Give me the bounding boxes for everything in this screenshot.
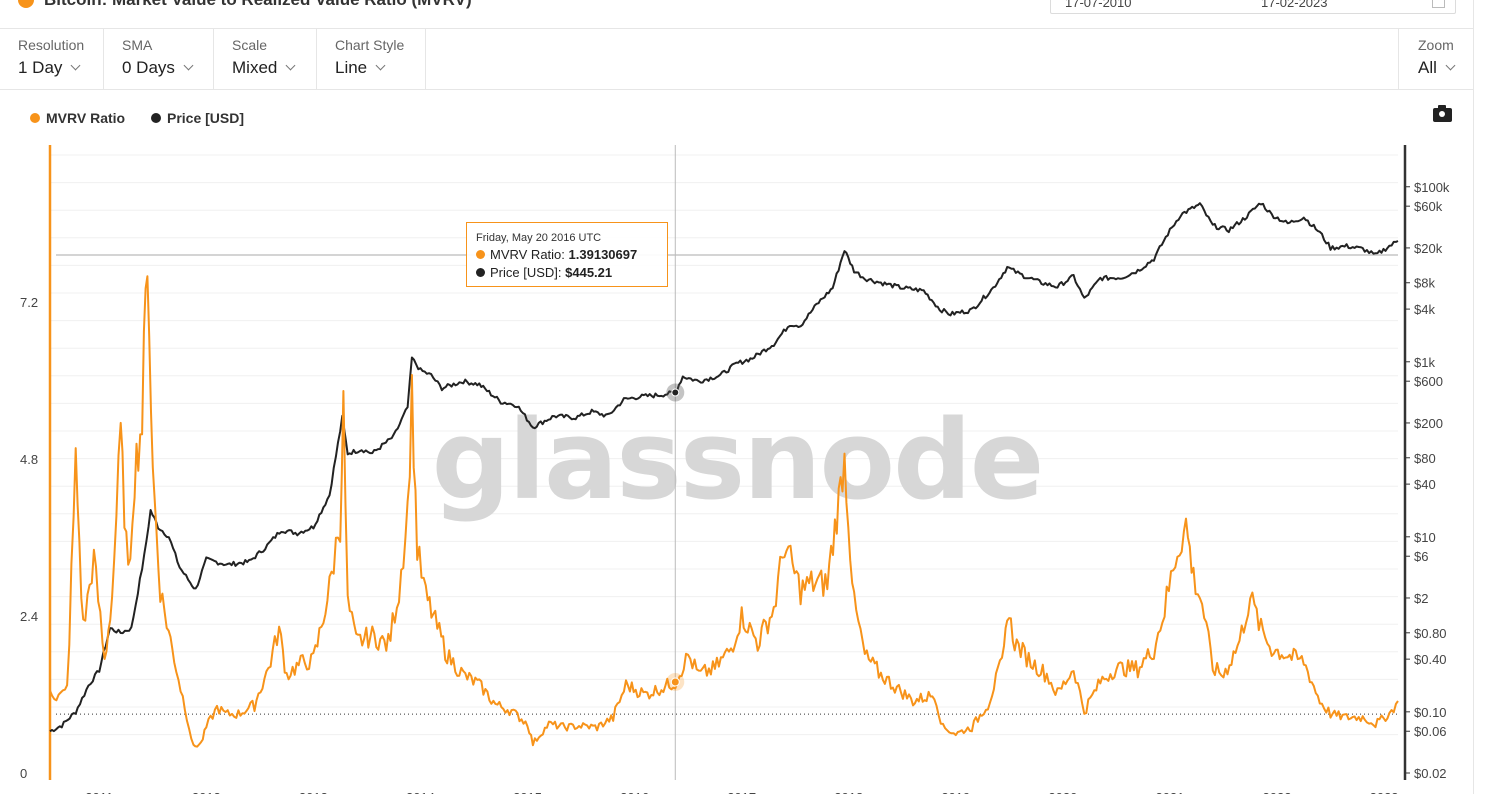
chart-style-dropdown[interactable]: Chart Style Line	[317, 28, 426, 89]
legend-dot-price	[150, 113, 161, 123]
x-tick-label: 2022	[1263, 790, 1292, 794]
right-tick-label: $20k	[1414, 241, 1443, 256]
bitcoin-icon	[18, 0, 34, 8]
x-tick-label: 2021	[1155, 790, 1184, 794]
left-tick-label: 2.4	[20, 609, 38, 624]
controls-bar: Resolution 1 Day SMA 0 Days Scale Mixed …	[0, 28, 1473, 90]
calendar-icon[interactable]	[1432, 0, 1445, 8]
right-tick-label: $8k	[1414, 276, 1435, 291]
x-tick-label: 2023	[1370, 790, 1399, 794]
zoom-dropdown[interactable]: Zoom All	[1398, 28, 1474, 89]
x-tick-label: 2019	[941, 790, 970, 794]
tooltip-mvrv-dot	[476, 250, 485, 259]
camera-icon[interactable]	[1433, 105, 1452, 122]
right-tick-label: $200	[1414, 416, 1443, 431]
x-tick-label: 2016	[620, 790, 649, 794]
right-tick-label: $80	[1414, 451, 1436, 466]
right-tick-label: $1k	[1414, 355, 1435, 370]
x-tick-label: 2015	[513, 790, 542, 794]
legend-item-price[interactable]: Price [USD]	[150, 110, 245, 126]
zoom-label: Zoom	[1418, 37, 1454, 53]
right-tick-label: $0.10	[1414, 705, 1447, 720]
right-tick-label: $0.40	[1414, 652, 1447, 667]
title-bar: Bitcoin: Market Value to Realized Value …	[0, 0, 1473, 29]
left-tick-label: 7.2	[20, 295, 38, 310]
left-tick-label: 0	[20, 766, 27, 781]
right-tick-label: $600	[1414, 374, 1443, 389]
legend-label-mvrv: MVRV Ratio	[46, 110, 126, 126]
resolution-value[interactable]: 1 Day	[18, 58, 63, 77]
right-tick-label: $0.80	[1414, 626, 1447, 641]
chart-style-value[interactable]: Line	[335, 58, 368, 77]
x-tick-label: 2018	[834, 790, 863, 794]
right-tick-label: $60k	[1414, 199, 1443, 214]
sma-dropdown[interactable]: SMA 0 Days	[104, 28, 214, 89]
tooltip-price-value: $445.21	[565, 265, 613, 280]
price-hover-point	[671, 388, 680, 397]
resolution-dropdown[interactable]: Resolution 1 Day	[0, 28, 104, 89]
date-from[interactable]: 17-07-2010	[1065, 0, 1132, 10]
sma-value[interactable]: 0 Days	[122, 58, 175, 77]
right-tick-label: $100k	[1414, 180, 1450, 195]
tooltip-price-row: Price [USD]: $445.21	[476, 265, 658, 280]
chart-title: Bitcoin: Market Value to Realized Value …	[44, 0, 472, 10]
date-to[interactable]: 17-02-2023	[1261, 0, 1328, 10]
x-tick-label: 2012	[192, 790, 221, 794]
right-tick-label: $40	[1414, 477, 1436, 492]
right-tick-label: $10	[1414, 530, 1436, 545]
resolution-label: Resolution	[18, 37, 85, 53]
mvrv-hover-point	[670, 677, 680, 687]
scale-label: Scale	[232, 37, 268, 53]
legend-label-price: Price [USD]	[166, 110, 245, 126]
right-tick-label: $0.06	[1414, 724, 1447, 739]
right-tick-label: $2	[1414, 591, 1428, 606]
x-tick-label: 2011	[85, 790, 113, 794]
mvrv-series-line	[49, 275, 1399, 748]
tooltip-price-dot	[476, 268, 485, 277]
tooltip-price-label: Price [USD]:	[490, 265, 562, 280]
chart-legend: MVRV Ratio Price [USD]	[30, 110, 266, 126]
x-tick-label: 2014	[406, 790, 435, 794]
gridlines	[50, 154, 1398, 736]
x-tick-label: 2017	[727, 790, 756, 794]
scale-value[interactable]: Mixed	[232, 58, 278, 77]
price-series-line	[49, 202, 1399, 733]
chart-tooltip: Friday, May 20 2016 UTC MVRV Ratio: 1.39…	[466, 222, 668, 287]
sma-label: SMA	[122, 37, 153, 53]
legend-dot-mvrv	[30, 113, 40, 123]
right-tick-label: $0.02	[1414, 766, 1447, 781]
tooltip-mvrv-value: 1.39130697	[568, 247, 638, 262]
panel-border	[1473, 0, 1474, 794]
right-tick-label: $4k	[1414, 302, 1435, 317]
chart-style-label: Chart Style	[335, 37, 405, 53]
tooltip-mvrv-label: MVRV Ratio:	[490, 247, 565, 262]
tooltip-mvrv-row: MVRV Ratio: 1.39130697	[476, 247, 658, 262]
date-range-picker[interactable]: 17-07-2010 17-02-2023	[1050, 0, 1456, 14]
right-tick-label: $6	[1414, 549, 1428, 564]
watermark: glassnode	[432, 396, 1043, 524]
x-tick-label: 2013	[299, 790, 328, 794]
tooltip-date: Friday, May 20 2016 UTC	[476, 232, 602, 244]
scale-dropdown[interactable]: Scale Mixed	[214, 28, 317, 89]
zoom-value[interactable]: All	[1418, 58, 1437, 77]
left-tick-label: 4.8	[20, 452, 38, 467]
legend-item-mvrv[interactable]: MVRV Ratio	[30, 110, 125, 126]
